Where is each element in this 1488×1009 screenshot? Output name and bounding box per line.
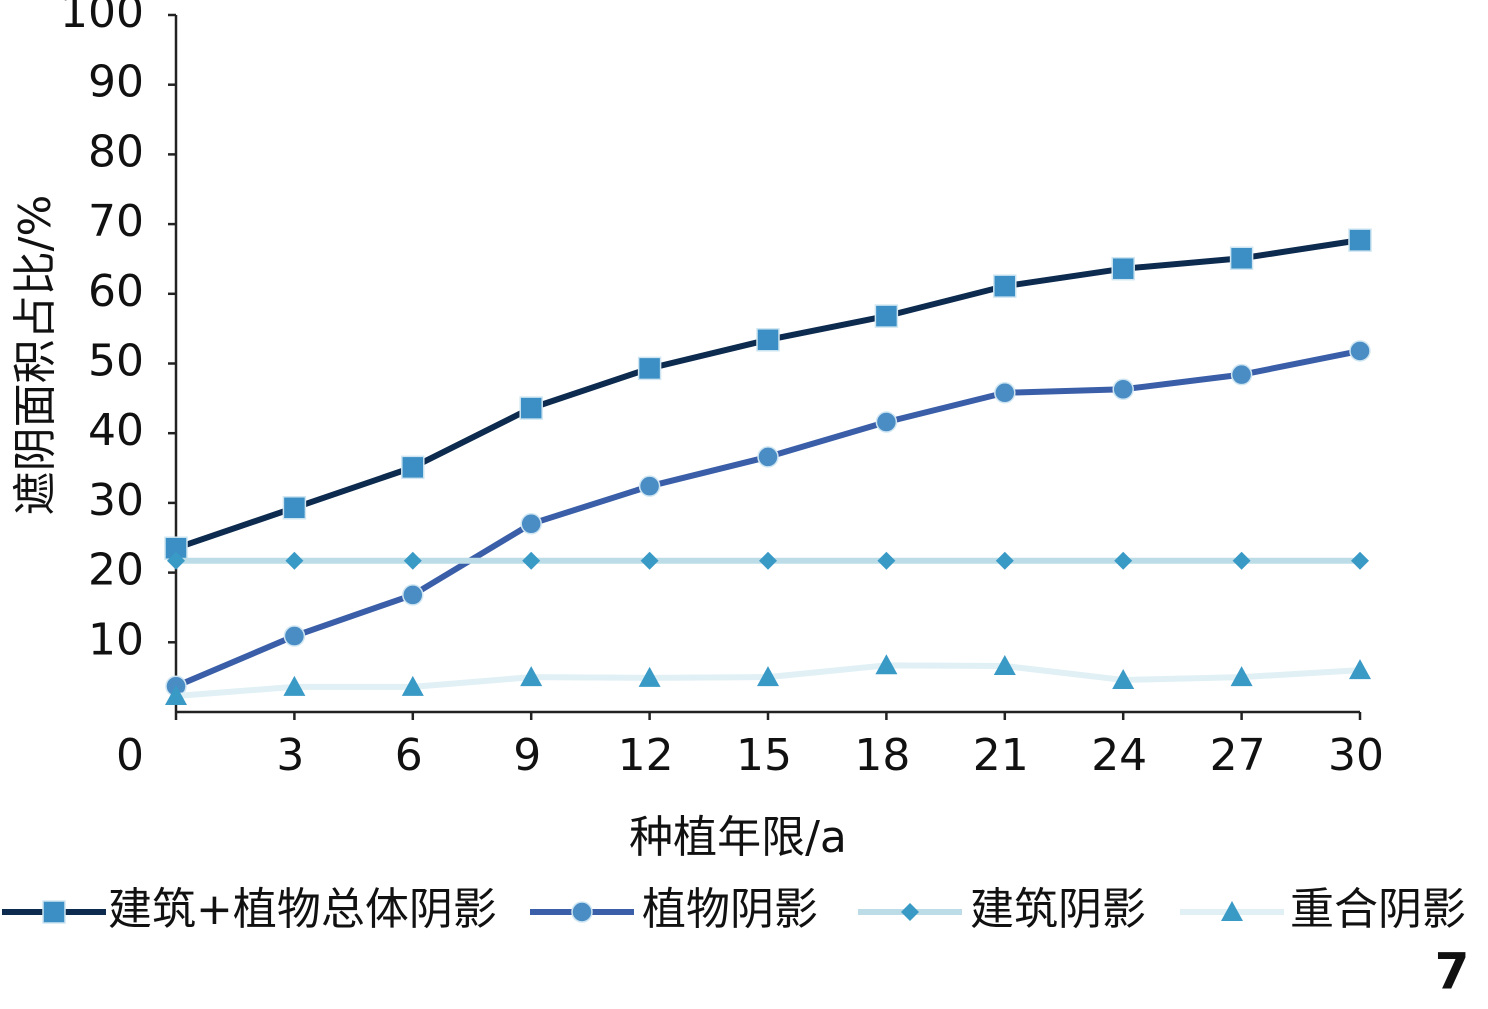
marker [759,551,777,570]
marker [571,901,593,923]
y-tick-label: 10 [88,614,144,665]
x-tick-label: 21 [973,730,1029,781]
x-tick-label: 24 [1091,730,1147,781]
marker [283,675,306,696]
legend-label: 植物阴影 [642,884,818,935]
y-tick-label: 80 [88,126,144,177]
marker [995,551,1014,570]
y-tick-label: 90 [88,57,144,108]
marker [283,625,306,647]
marker [637,356,662,381]
x-tick-label: 12 [618,730,674,781]
marker [640,551,659,570]
marker [1112,378,1134,401]
marker [993,274,1017,298]
marker [1349,340,1371,362]
marker [875,411,898,433]
x-tick-label: 18 [854,730,910,781]
marker [638,475,661,497]
marker [285,551,304,570]
y-tick-label: 30 [88,475,144,526]
marker [877,551,896,570]
marker [875,654,898,675]
marker [757,446,779,468]
x-tick-label: 3 [276,730,304,781]
legend-label: 建筑+植物总体阴影 [108,884,497,935]
marker [401,455,425,480]
marker [401,675,424,696]
x-tick-label: 0 [116,730,144,781]
marker [1230,666,1253,687]
marker [1232,551,1251,570]
series-line [174,348,1361,689]
y-tick-label: 50 [88,336,144,387]
marker [1229,246,1254,271]
marker [1348,228,1372,252]
marker [1112,668,1135,689]
legend-label: 重合阴影 [1290,884,1466,935]
x-tick-label: 30 [1328,730,1384,781]
x-axis-label: 种植年限/a [629,812,847,863]
x-tick-label: 6 [395,730,423,781]
marker [519,396,543,420]
y-tick-label: 60 [88,266,144,317]
y-tick-label: 70 [88,196,144,247]
marker [1111,256,1135,281]
marker [520,513,542,535]
marker [282,496,307,520]
legend-label: 建筑阴影 [970,884,1146,935]
marker [756,328,780,352]
marker [522,551,541,570]
marker [994,382,1016,404]
marker [1114,551,1133,570]
x-tick-label: 27 [1210,730,1266,781]
y-tick-label: 20 [88,545,144,596]
x-tick-label: 15 [736,730,792,781]
marker [1221,901,1243,921]
marker [1349,659,1371,680]
marker [874,304,899,328]
marker [520,666,543,687]
marker [638,666,661,687]
y-axis-label: 遮阴面积占比/% [10,195,61,516]
x-tick-label: 9 [513,730,541,781]
marker [167,551,185,570]
y-tick-label: 40 [88,405,144,456]
marker [901,903,919,921]
series-line [175,237,1361,552]
marker [757,666,779,687]
panel-label: 7 [1435,943,1470,1001]
marker [993,654,1016,675]
marker [1351,551,1369,570]
marker [402,584,424,606]
marker [1230,363,1253,386]
y-tick-label: 100 [60,0,144,38]
marker [403,551,422,570]
marker [165,684,187,705]
marker [42,900,66,924]
